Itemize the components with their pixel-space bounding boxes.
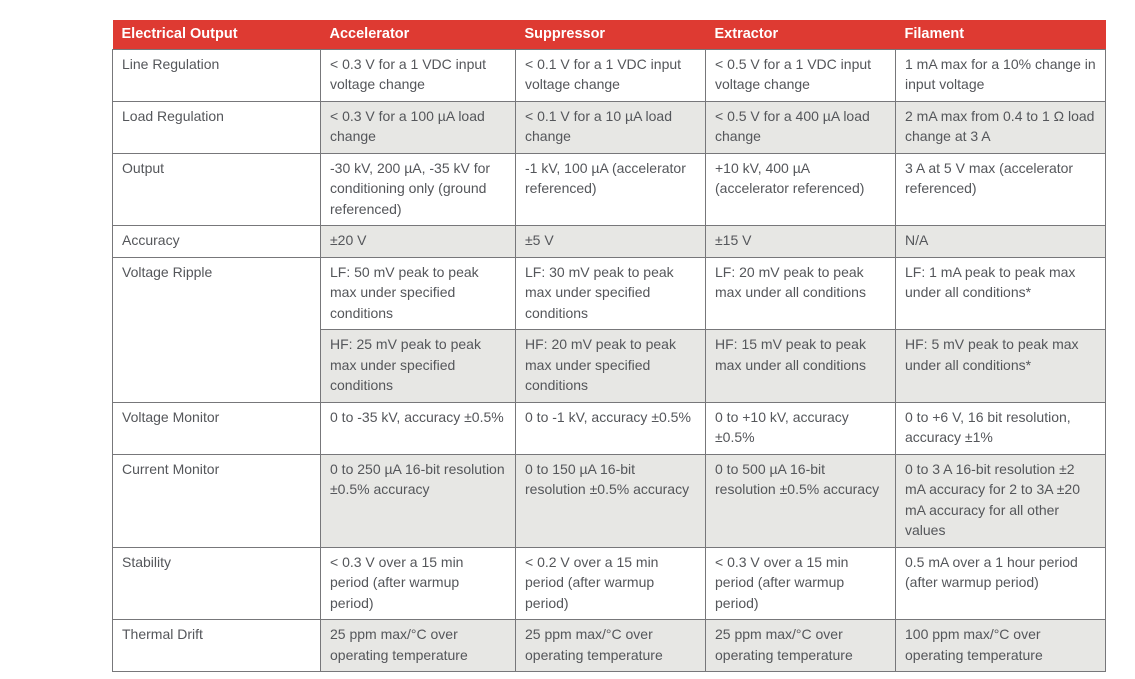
table-row-accuracy: Accuracy ±20 V ±5 V ±15 V N/A — [112, 225, 1106, 258]
header-row: Electrical Output Accelerator Suppressor… — [112, 20, 1106, 49]
column-header-extractor: Extractor — [705, 20, 896, 49]
spec-cell-accuracy-filament: N/A — [895, 225, 1106, 258]
spec-cell-stability-extractor: < 0.3 V over a 15 min period (after warm… — [705, 546, 896, 620]
spec-cell-current-monitor-extractor: 0 to 500 µA 16-bit resolution ±0.5% accu… — [705, 453, 896, 548]
spec-cell-load-regulation-suppressor: < 0.1 V for a 10 µA load change — [515, 100, 706, 154]
spec-cell-voltage-ripple-hf-suppressor: HF: 20 mV peak to peak max under specifi… — [515, 329, 706, 403]
spec-cell-thermal-drift-suppressor: 25 ppm max/°C over operating temperature — [515, 619, 706, 672]
spec-cell-voltage-ripple-hf-filament: HF: 5 mV peak to peak max under all cond… — [895, 329, 1106, 403]
table-row-output: Output -30 kV, 200 µA, -35 kV for condit… — [112, 152, 1106, 226]
spec-cell-stability-accelerator: < 0.3 V over a 15 min period (after warm… — [320, 546, 516, 620]
table-row-voltage-ripple-hf: HF: 25 mV peak to peak max under specifi… — [113, 329, 1106, 403]
table-row-line-regulation: Line Regulation < 0.3 V for a 1 VDC inpu… — [112, 48, 1106, 102]
column-header-accelerator: Accelerator — [320, 20, 516, 49]
table-row-current-monitor: Current Monitor 0 to 250 µA 16-bit resol… — [112, 453, 1106, 548]
spec-cell-voltage-monitor-filament: 0 to +6 V, 16 bit resolution, accuracy ±… — [895, 401, 1106, 455]
table-row-voltage-ripple-lf: Voltage Ripple LF: 50 mV peak to peak ma… — [112, 256, 1106, 403]
spec-cell-accuracy-accelerator: ±20 V — [320, 225, 516, 258]
table-row-stability: Stability < 0.3 V over a 15 min period (… — [112, 546, 1106, 620]
table-row-voltage-monitor: Voltage Monitor 0 to -35 kV, accuracy ±0… — [112, 401, 1106, 455]
table-row-load-regulation: Load Regulation < 0.3 V for a 100 µA loa… — [112, 100, 1106, 154]
row-label-voltage-ripple: Voltage Ripple — [112, 256, 321, 403]
spec-cell-output-accelerator: -30 kV, 200 µA, -35 kV for conditioning … — [320, 152, 516, 226]
row-label-voltage-monitor: Voltage Monitor — [112, 401, 321, 455]
row-label-thermal-drift: Thermal Drift — [112, 619, 321, 672]
spec-cell-load-regulation-accelerator: < 0.3 V for a 100 µA load change — [320, 100, 516, 154]
spec-cell-line-regulation-suppressor: < 0.1 V for a 1 VDC input voltage change — [515, 48, 706, 102]
spec-cell-accuracy-suppressor: ±5 V — [515, 225, 706, 258]
spec-cell-output-extractor: +10 kV, 400 µA (accelerator referenced) — [705, 152, 896, 226]
spec-cell-voltage-monitor-accelerator: 0 to -35 kV, accuracy ±0.5% — [320, 401, 516, 455]
spec-cell-voltage-monitor-suppressor: 0 to -1 kV, accuracy ±0.5% — [515, 401, 706, 455]
row-label-current-monitor: Current Monitor — [112, 453, 321, 548]
spec-cell-thermal-drift-accelerator: 25 ppm max/°C over operating temperature — [320, 619, 516, 672]
spec-cell-current-monitor-filament: 0 to 3 A 16-bit resolution ±2 mA accurac… — [895, 453, 1106, 548]
spec-cell-voltage-ripple-lf-suppressor: LF: 30 mV peak to peak max under specifi… — [515, 256, 706, 330]
spec-cell-current-monitor-accelerator: 0 to 250 µA 16-bit resolution ±0.5% accu… — [320, 453, 516, 548]
spec-cell-line-regulation-accelerator: < 0.3 V for a 1 VDC input voltage change — [320, 48, 516, 102]
spec-cell-output-suppressor: -1 kV, 100 µA (accelerator referenced) — [515, 152, 706, 226]
spec-cell-thermal-drift-extractor: 25 ppm max/°C over operating temperature — [705, 619, 896, 672]
column-header-filament: Filament — [895, 20, 1106, 49]
electrical-output-spec-table: Electrical Output Accelerator Suppressor… — [112, 20, 1106, 672]
spec-cell-voltage-ripple-lf-extractor: LF: 20 mV peak to peak max under all con… — [705, 256, 896, 330]
spec-cell-load-regulation-filament: 2 mA max from 0.4 to 1 Ω load change at … — [895, 100, 1106, 154]
row-label-output: Output — [112, 152, 321, 226]
spec-cell-line-regulation-filament: 1 mA max for a 10% change in input volta… — [895, 48, 1106, 102]
spec-table-container: Electrical Output Accelerator Suppressor… — [112, 20, 1106, 672]
spec-cell-voltage-ripple-hf-extractor: HF: 15 mV peak to peak max under all con… — [705, 329, 896, 403]
spec-cell-load-regulation-extractor: < 0.5 V for a 400 µA load change — [705, 100, 896, 154]
column-header-suppressor: Suppressor — [515, 20, 706, 49]
row-label-stability: Stability — [112, 546, 321, 620]
spec-cell-thermal-drift-filament: 100 ppm max/°C over operating temperatur… — [895, 619, 1106, 672]
spec-cell-accuracy-extractor: ±15 V — [705, 225, 896, 258]
spec-cell-voltage-ripple-lf-filament: LF: 1 mA peak to peak max under all cond… — [895, 256, 1106, 330]
spec-cell-stability-suppressor: < 0.2 V over a 15 min period (after warm… — [515, 546, 706, 620]
row-label-load-regulation: Load Regulation — [112, 100, 321, 154]
table-row-thermal-drift: Thermal Drift 25 ppm max/°C over operati… — [112, 619, 1106, 672]
row-label-line-regulation: Line Regulation — [112, 48, 321, 102]
spec-cell-line-regulation-extractor: < 0.5 V for a 1 VDC input voltage change — [705, 48, 896, 102]
spec-cell-current-monitor-suppressor: 0 to 150 µA 16-bit resolution ±0.5% accu… — [515, 453, 706, 548]
column-header-electrical-output: Electrical Output — [112, 20, 321, 49]
spec-cell-voltage-ripple-hf-accelerator: HF: 25 mV peak to peak max under specifi… — [320, 329, 516, 403]
spec-cell-voltage-ripple-lf-accelerator: LF: 50 mV peak to peak max under specifi… — [320, 256, 516, 330]
spec-cell-stability-filament: 0.5 mA over a 1 hour period (after warmu… — [895, 546, 1106, 620]
spec-cell-voltage-monitor-extractor: 0 to +10 kV, accuracy ±0.5% — [705, 401, 896, 455]
spec-cell-output-filament: 3 A at 5 V max (accelerator referenced) — [895, 152, 1106, 226]
row-label-accuracy: Accuracy — [112, 225, 321, 258]
